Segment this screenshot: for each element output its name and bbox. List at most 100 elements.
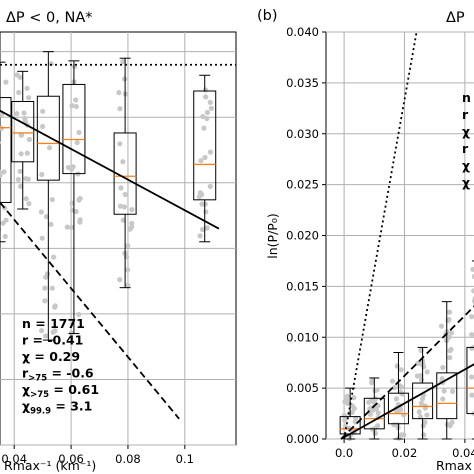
- scatter-point: [204, 225, 210, 231]
- scatter-point: [15, 176, 21, 183]
- panel-b-xlabel: Rmax: [436, 458, 472, 473]
- scatter-point: [351, 395, 357, 401]
- box-plot: [36, 51, 60, 341]
- scatter-point: [203, 94, 209, 100]
- scatter-point: [446, 317, 452, 323]
- scatter-point: [49, 197, 55, 203]
- scatter-point: [424, 412, 430, 418]
- scatter-point: [3, 79, 9, 85]
- scatter-point: [69, 103, 75, 109]
- stat-chi: χ = 0.29: [22, 349, 80, 364]
- x-tick-label: 0.1: [176, 452, 194, 466]
- scatter-point: [208, 105, 214, 111]
- dashed-line: [0, 201, 180, 420]
- scatter-point: [125, 282, 131, 288]
- panel-b-ylabel: ln(P/P₀): [265, 213, 280, 258]
- scatter-point: [199, 226, 206, 233]
- scatter-point: [47, 145, 53, 151]
- scatter-point: [1, 169, 7, 175]
- scatter-point: [351, 405, 357, 411]
- panel-b-title: ΔP: [446, 10, 465, 26]
- box-plot: [412, 346, 434, 440]
- scatter-point: [38, 209, 45, 215]
- box-iqr: [436, 372, 458, 420]
- scatter-point: [367, 411, 373, 417]
- scatter-point: [76, 311, 82, 317]
- box-iqr: [193, 90, 217, 201]
- scatter-point: [198, 158, 204, 164]
- panel-b-fit-lines: [340, 31, 474, 440]
- scatter-point: [14, 111, 20, 117]
- scatter-point: [447, 423, 453, 429]
- panel-a-scatter-points: [0, 59, 214, 339]
- scatter-point: [23, 196, 29, 202]
- x-tick-label: 0.04: [452, 446, 474, 460]
- x-tick-label: 0.06: [58, 452, 84, 466]
- scatter-point: [125, 243, 131, 249]
- box-plot: [113, 57, 137, 289]
- scatter-point: [40, 123, 46, 130]
- stat-r: r: [462, 107, 469, 122]
- scatter-point: [440, 396, 446, 402]
- scatter-point: [73, 103, 79, 110]
- box-iqr: [36, 95, 60, 181]
- scatter-point: [122, 191, 128, 198]
- scatter-point: [446, 309, 453, 315]
- box-iqr: [466, 346, 474, 415]
- x-tick-label: 0.02: [392, 446, 418, 460]
- panel-a-grid: [0, 32, 236, 446]
- box-plot: [0, 61, 12, 243]
- solid-line: [340, 363, 474, 440]
- scatter-point: [121, 204, 128, 210]
- scatter-point: [117, 277, 123, 283]
- scatter-point: [471, 298, 474, 304]
- panel-b-scatter-points: [341, 266, 474, 442]
- scatter-point: [197, 233, 203, 239]
- scatter-point: [373, 406, 379, 412]
- scatter-point: [200, 113, 206, 120]
- scatter-point: [345, 400, 351, 406]
- scatter-point: [471, 273, 474, 280]
- scatter-point: [116, 90, 122, 96]
- scatter-point: [0, 125, 4, 131]
- scatter-point: [446, 334, 452, 340]
- scatter-point: [0, 140, 1, 145]
- scatter-point: [74, 139, 80, 146]
- y-tick-label: 0.000: [286, 432, 319, 446]
- scatter-point: [375, 410, 381, 416]
- scatter-point: [204, 109, 210, 116]
- scatter-point: [367, 406, 373, 412]
- box-plot: [387, 352, 409, 440]
- box-plot: [436, 301, 458, 440]
- scatter-point: [43, 333, 49, 339]
- scatter-point: [73, 97, 79, 103]
- scatter-point: [372, 388, 378, 394]
- scatter-point: [39, 328, 45, 334]
- scatter-point: [76, 129, 82, 136]
- solid-line: [0, 109, 220, 230]
- scatter-point: [418, 400, 424, 406]
- scatter-point: [52, 304, 58, 310]
- scatter-point: [129, 220, 135, 226]
- box-iqr: [113, 132, 137, 215]
- scatter-point: [424, 369, 430, 375]
- scatter-point: [48, 221, 54, 227]
- scatter-point: [24, 150, 30, 156]
- y-tick-label: 0.005: [286, 381, 319, 395]
- stat-r75: r>75 = -0.6: [22, 366, 94, 384]
- scatter-point: [18, 151, 24, 157]
- scatter-point: [469, 392, 474, 398]
- scatter-point: [26, 95, 32, 101]
- scatter-point: [129, 207, 135, 213]
- scatter-point: [203, 87, 209, 93]
- box-iqr: [363, 397, 385, 430]
- box-plot: [363, 377, 385, 440]
- scatter-point: [419, 396, 426, 402]
- panel-b-y-ticks: 0.000 0.005 0.010 0.015 0.020 0.025 0.030 0.035…: [286, 25, 326, 446]
- scatter-point: [207, 149, 214, 155]
- stat-n: n = 1771: [22, 316, 85, 331]
- scatter-point: [450, 388, 456, 394]
- scatter-point: [439, 376, 445, 382]
- scatter-point: [40, 108, 46, 114]
